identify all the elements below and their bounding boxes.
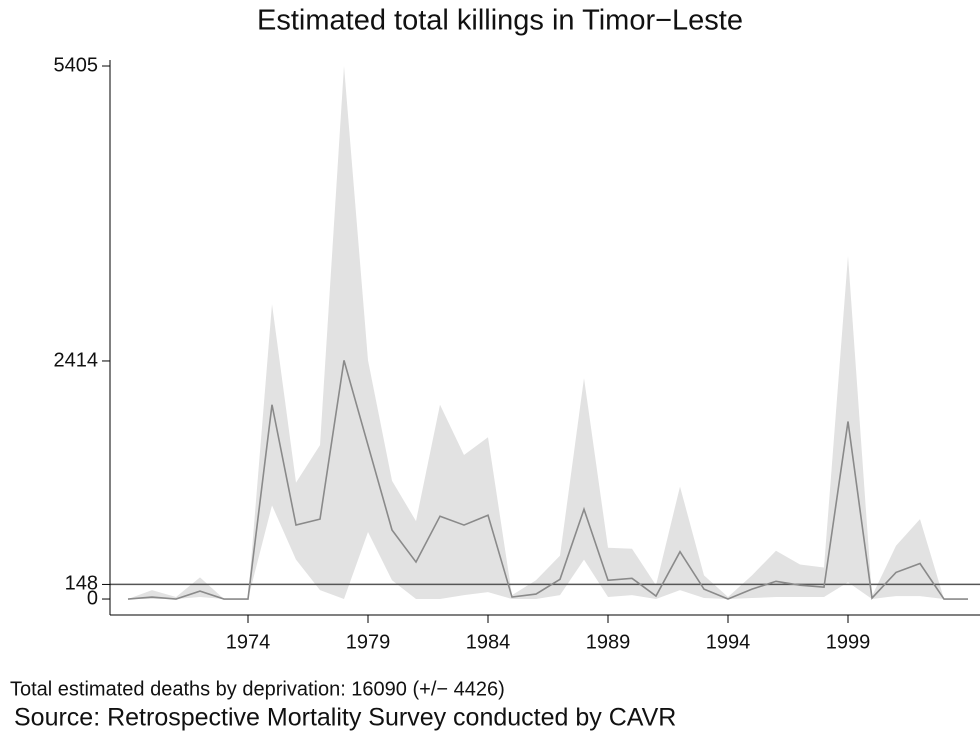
x-tick-label: 1989	[586, 631, 631, 653]
x-tick-label: 1984	[466, 631, 511, 653]
confidence-band	[128, 66, 968, 600]
y-tick-label: 2414	[54, 349, 99, 371]
x-tick-label: 1974	[226, 631, 271, 653]
y-tick-label: 0	[87, 587, 98, 609]
x-tick-label: 1979	[346, 631, 391, 653]
y-tick-label: 148	[65, 573, 98, 595]
x-tick-label: 1999	[826, 631, 871, 653]
footnote: Source: Retrospective Mortality Survey c…	[14, 704, 676, 732]
chart-title: Estimated total killings in Timor−Leste	[257, 5, 743, 37]
footnote: Total estimated deaths by deprivation: 1…	[10, 678, 505, 700]
x-tick-label: 1994	[706, 631, 751, 653]
line	[127, 360, 968, 600]
y-tick-label: 5405	[54, 54, 99, 76]
